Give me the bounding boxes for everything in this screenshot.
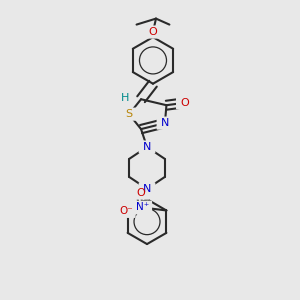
Text: O: O [137, 188, 146, 198]
FancyBboxPatch shape [139, 182, 155, 195]
Text: N⁺: N⁺ [136, 202, 149, 212]
FancyBboxPatch shape [176, 96, 193, 110]
FancyBboxPatch shape [121, 108, 137, 121]
Text: S: S [125, 109, 133, 119]
Text: N: N [161, 118, 169, 128]
Text: O: O [148, 27, 158, 37]
FancyBboxPatch shape [133, 187, 149, 200]
Text: N: N [143, 142, 151, 152]
FancyBboxPatch shape [133, 201, 152, 214]
Text: N: N [143, 184, 151, 194]
FancyBboxPatch shape [157, 117, 173, 130]
Text: O⁻: O⁻ [119, 206, 133, 216]
FancyBboxPatch shape [116, 204, 136, 218]
Text: H: H [120, 93, 129, 103]
FancyBboxPatch shape [139, 140, 155, 154]
FancyBboxPatch shape [118, 92, 131, 104]
FancyBboxPatch shape [145, 26, 161, 39]
Text: O: O [180, 98, 189, 108]
